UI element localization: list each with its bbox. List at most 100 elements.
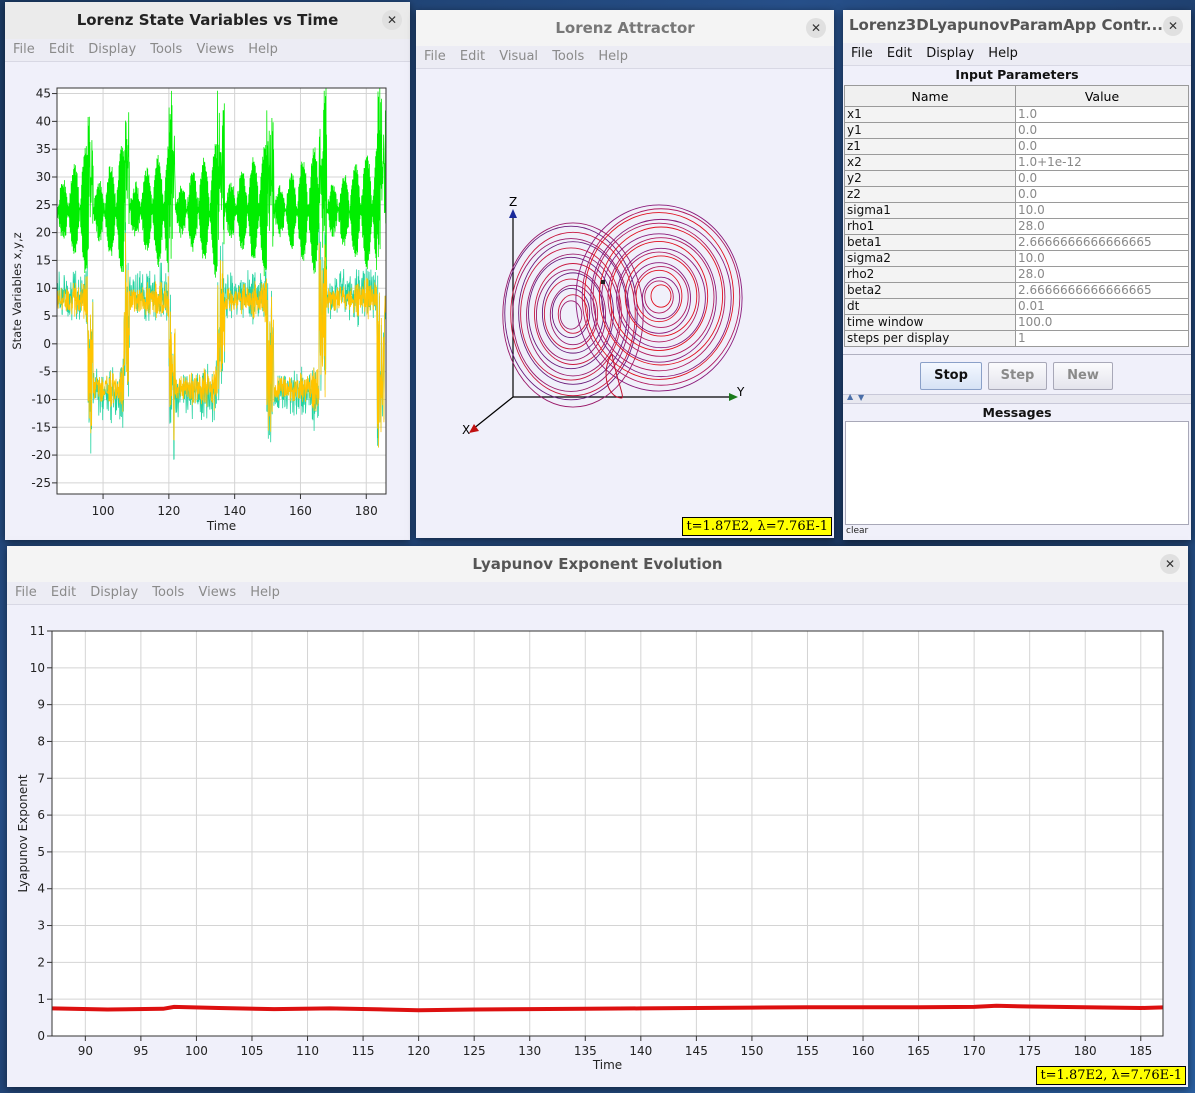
y-tick-label: 35 [36,142,51,156]
menu-display[interactable]: Display [90,585,139,600]
param-value-input[interactable]: 28.0 [1015,266,1189,283]
menu-file[interactable]: File [13,42,35,57]
table-row[interactable]: rho2 28.0 [844,266,1189,283]
x-tick-label: 170 [963,1044,986,1058]
table-row[interactable]: dt 0.01 [844,298,1189,315]
split-pane-divider[interactable]: ▲ ▼ [843,392,1191,404]
state-window-titlebar[interactable]: Lorenz State Variables vs Time ✕ [5,2,410,39]
param-value-input[interactable]: 0.0 [1015,170,1189,187]
table-row[interactable]: y1 0.0 [844,122,1189,139]
new-button[interactable]: New [1053,362,1113,390]
y-tick-label: 4 [37,882,45,896]
param-value-input[interactable]: 0.01 [1015,298,1189,315]
menu-views[interactable]: Views [198,585,237,600]
param-value-input[interactable]: 1.0+1e-12 [1015,154,1189,171]
menu-edit[interactable]: Edit [459,49,486,64]
table-row[interactable]: beta2 2.6666666666666665 [844,282,1189,299]
z-axis-arrow-icon [509,209,517,218]
table-row[interactable]: rho1 28.0 [844,218,1189,235]
menu-file[interactable]: File [424,49,446,64]
param-value-input[interactable]: 1 [1015,330,1189,347]
menu-tools[interactable]: Tools [552,49,585,64]
close-icon[interactable]: ✕ [806,18,826,38]
left-lobe-orbit [549,284,597,346]
parameters-table-container: Name Value x1 1.0 y1 0.0 z1 0.0 x2 1.0+1e-12… [844,85,1189,347]
column-header-name[interactable]: Name [844,85,1016,107]
menu-tools[interactable]: Tools [150,42,183,57]
column-header-value[interactable]: Value [1015,85,1189,107]
x-tick-label: 115 [352,1044,375,1058]
menu-help[interactable]: Help [988,46,1018,61]
menu-help[interactable]: Help [248,42,278,57]
lyapunov-window: Lyapunov Exponent Evolution ✕ File Edit … [7,546,1188,1087]
param-value-input[interactable]: 0.0 [1015,186,1189,203]
param-value-input[interactable]: 2.6666666666666665 [1015,234,1189,251]
table-row[interactable]: y2 0.0 [844,170,1189,187]
close-icon[interactable]: ✕ [1163,16,1183,36]
param-name: dt [844,298,1016,315]
close-icon[interactable]: ✕ [382,10,402,30]
y-tick-label: 0 [43,337,51,351]
lyapunov-series-line [51,1003,1164,1013]
state-plot-panel[interactable]: 100 120 140 160 180 -25 -20 -15 -10 -5 0 5 10 15 20 25 3… [5,62,410,540]
param-value-input[interactable]: 0.0 [1015,138,1189,155]
table-row[interactable]: x1 1.0 [844,106,1189,123]
attractor-window-titlebar[interactable]: Lorenz Attractor ✕ [416,10,834,46]
step-button[interactable]: Step [988,362,1047,390]
menu-tools[interactable]: Tools [152,585,185,600]
menu-help[interactable]: Help [598,49,628,64]
attractor-status-label: t=1.87E2, λ=7.76E-1 [682,517,832,536]
param-name: beta1 [844,234,1016,251]
param-value-input[interactable]: 0.0 [1015,122,1189,139]
table-row[interactable]: beta1 2.6666666666666665 [844,234,1189,251]
collapse-down-icon[interactable]: ▼ [858,393,865,402]
plot-frame [56,87,387,495]
param-value-input[interactable]: 100.0 [1015,314,1189,331]
menu-file[interactable]: File [15,585,37,600]
left-lobe-orbit [528,256,614,370]
lyapunov-plot-panel[interactable]: 90 95 100 105 110 115 120 125 130 135 140 145 150 155… [7,605,1188,1087]
y-axis-label: Lyapunov Exponent [16,774,30,892]
close-icon[interactable]: ✕ [1160,554,1180,574]
table-row[interactable]: x2 1.0+1e-12 [844,154,1189,171]
left-lobe-orbit [535,269,607,361]
plot-frame [51,630,1164,1037]
param-value-input[interactable]: 28.0 [1015,218,1189,235]
menu-edit[interactable]: Edit [50,585,77,600]
table-row[interactable]: time window 100.0 [844,314,1189,331]
table-row[interactable]: z2 0.0 [844,186,1189,203]
menu-file[interactable]: File [851,46,873,61]
table-row[interactable]: z1 0.0 [844,138,1189,155]
table-row[interactable]: steps per display 1 [844,330,1189,347]
x-tick-label: 125 [463,1044,486,1058]
x-series-line [56,232,387,448]
param-name: rho2 [844,266,1016,283]
expand-up-icon[interactable]: ▲ [847,392,854,401]
x-tick-label: 165 [907,1044,930,1058]
clear-messages-link[interactable]: clear [846,526,869,536]
menu-views[interactable]: Views [196,42,235,57]
param-value-input[interactable]: 2.6666666666666665 [1015,282,1189,299]
menu-display[interactable]: Display [926,46,975,61]
z-series-line [56,87,387,278]
lyapunov-window-titlebar[interactable]: Lyapunov Exponent Evolution ✕ [7,546,1188,582]
y-axis-arrow-icon [729,393,738,401]
y-tick-label: 0 [37,1029,45,1043]
param-value-input[interactable]: 10.0 [1015,250,1189,267]
menu-edit[interactable]: Edit [886,46,913,61]
x-tick-label: 90 [78,1044,93,1058]
param-value-input[interactable]: 10.0 [1015,202,1189,219]
table-row[interactable]: sigma1 10.0 [844,202,1189,219]
left-lobe-orbit [518,241,628,385]
param-value-input[interactable]: 1.0 [1015,106,1189,123]
menu-edit[interactable]: Edit [48,42,75,57]
attractor-3d-panel[interactable]: Z Y X [416,69,834,538]
menu-visual[interactable]: Visual [499,49,539,64]
menu-display[interactable]: Display [88,42,137,57]
menu-help[interactable]: Help [250,585,280,600]
stop-button[interactable]: Stop [920,362,982,390]
x-tick-label: 155 [796,1044,819,1058]
control-window-titlebar[interactable]: Lorenz3DLyapunovParamApp Contr... ✕ [843,10,1191,43]
table-row[interactable]: sigma2 10.0 [844,250,1189,267]
messages-textarea[interactable] [845,421,1189,525]
